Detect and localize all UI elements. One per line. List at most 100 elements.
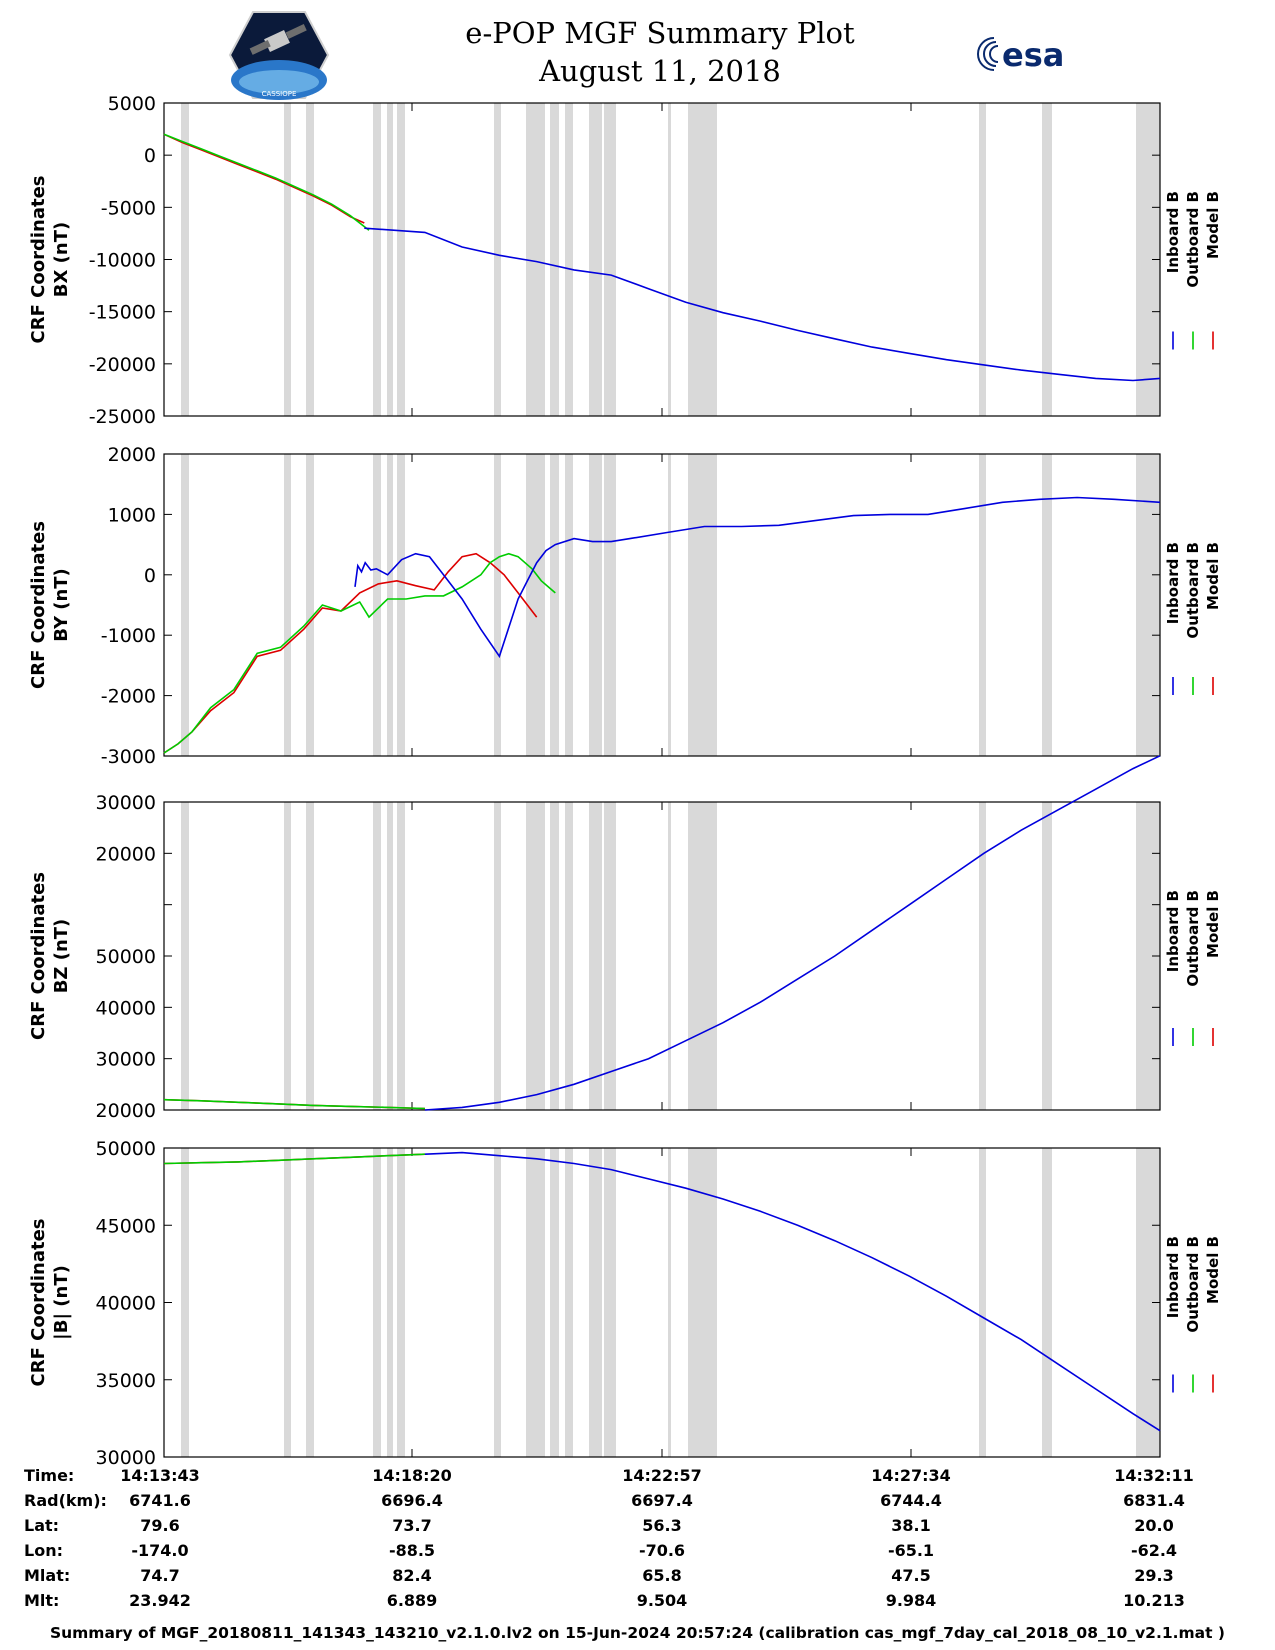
- legend-entry: Inboard B: [1164, 890, 1182, 972]
- data-gap-band: [181, 802, 189, 1110]
- data-gap-band: [373, 454, 381, 756]
- series-line-inboard-b: [364, 227, 1161, 382]
- series-line-inboard-b: [354, 496, 1161, 659]
- legend-entry: Inboard B: [1164, 1236, 1182, 1318]
- logo-right-text: esa: [1002, 36, 1064, 74]
- data-gap-band: [565, 1148, 573, 1457]
- data-gap-band: [589, 103, 602, 416]
- data-gap-band: [284, 103, 291, 416]
- legend-entry: Model B: [1204, 890, 1222, 958]
- data-gap-band: [565, 103, 573, 416]
- data-gap-band: [397, 1148, 405, 1457]
- data-gap-band: [526, 103, 545, 416]
- y-tick-label: 30000: [96, 1447, 156, 1469]
- logo-left-text: CASSIOPE: [262, 90, 297, 98]
- y-tick-label: 1000: [108, 504, 156, 526]
- series-line-outboard-b: [163, 1098, 425, 1110]
- data-gap-band: [979, 103, 986, 416]
- data-gap-band: [387, 1148, 393, 1457]
- legend-entry: Model B: [1204, 1236, 1222, 1304]
- data-gap-band: [306, 454, 314, 756]
- data-gap-band: [494, 103, 501, 416]
- data-gap-band: [979, 454, 986, 756]
- data-gap-band: [181, 103, 189, 416]
- series-line-outboard-b: [163, 552, 556, 754]
- legend-entry: Outboard B: [1184, 890, 1202, 987]
- data-gap-band: [668, 454, 671, 756]
- y-tick-label: 45000: [96, 1215, 156, 1237]
- data-gap-band: [284, 454, 291, 756]
- data-gap-band: [526, 802, 545, 1110]
- y-axis-label-line1: CRF Coordinates: [28, 872, 49, 1040]
- data-gap-band: [688, 454, 717, 756]
- y-tick-label: 0: [144, 145, 156, 167]
- y-axis-label-line2: BZ (nT): [51, 919, 72, 994]
- data-gap-band: [1042, 454, 1052, 756]
- data-gap-band: [526, 1148, 545, 1457]
- data-gap-band: [550, 802, 559, 1110]
- data-gap-band: [373, 802, 381, 1110]
- y-tick-label: 0: [144, 565, 156, 587]
- legend-entry: Outboard B: [1184, 191, 1202, 288]
- y-tick-label: -2000: [101, 686, 156, 708]
- y-tick-label: 35000: [96, 1370, 156, 1392]
- y-axis-label-line1: CRF Coordinates: [28, 521, 49, 689]
- y-tick-label: 30000: [96, 792, 156, 814]
- data-gap-band: [397, 103, 405, 416]
- legend-entry: Inboard B: [1164, 191, 1182, 273]
- data-gap-band: [387, 454, 393, 756]
- y-axis-label-line2: |B| (nT): [51, 1265, 72, 1340]
- data-gap-band: [284, 802, 291, 1110]
- data-gap-band: [688, 103, 717, 416]
- plot-title-block: e-POP MGF Summary Plot August 11, 2018: [400, 14, 920, 90]
- data-gap-band: [494, 1148, 501, 1457]
- data-gap-band: [604, 1148, 616, 1457]
- data-gap-band: [589, 1148, 602, 1457]
- cassiope-logo: CASSIOPE: [228, 11, 330, 100]
- data-gap-band: [373, 103, 381, 416]
- y-axis-label-line1: CRF Coordinates: [28, 176, 49, 344]
- y-tick-label: -5000: [101, 197, 156, 219]
- data-gap-band: [604, 802, 616, 1110]
- data-gap-band: [688, 802, 717, 1110]
- y-tick-label: -15000: [89, 302, 156, 324]
- series-line-inboard-b: [424, 1151, 1161, 1432]
- data-gap-band: [306, 103, 314, 416]
- plot-title: e-POP MGF Summary Plot: [465, 16, 855, 50]
- legend-entry: Outboard B: [1184, 1236, 1202, 1333]
- data-gap-band: [668, 802, 671, 1110]
- summary-footer: Summary of MGF_20180811_141343_143210_v2…: [49, 1624, 1226, 1642]
- y-tick-label: 50000: [96, 1138, 156, 1160]
- y-tick-label: 30000: [96, 1049, 156, 1071]
- data-gap-band: [181, 454, 189, 756]
- data-gap-band: [550, 454, 559, 756]
- data-gap-band: [306, 1148, 314, 1457]
- data-gap-band: [550, 103, 559, 416]
- y-tick-label: 20000: [96, 1100, 156, 1122]
- data-gap-band: [668, 103, 671, 416]
- data-gap-band: [387, 103, 393, 416]
- y-axis-label-line2: BY (nT): [51, 568, 72, 642]
- y-tick-label: 5000: [108, 93, 156, 115]
- data-gap-band: [284, 1148, 291, 1457]
- y-tick-label: 40000: [96, 1293, 156, 1315]
- y-tick-label: -20000: [89, 354, 156, 376]
- data-gap-band: [526, 454, 545, 756]
- data-gap-band: [1136, 454, 1160, 756]
- data-gap-band: [589, 454, 602, 756]
- data-gap-band: [550, 1148, 559, 1457]
- data-gap-band: [181, 1148, 189, 1457]
- legend-entry: Inboard B: [1164, 542, 1182, 624]
- legend-entry: Model B: [1204, 191, 1222, 259]
- data-gap-band: [565, 454, 573, 756]
- series-line-outboard-b: [163, 133, 370, 231]
- y-tick-label: -1000: [101, 625, 156, 647]
- data-gap-band: [1042, 1148, 1052, 1457]
- series-line-outboard-b: [163, 1153, 425, 1165]
- data-gap-band: [373, 1148, 381, 1457]
- data-gap-band: [494, 802, 501, 1110]
- y-tick-label: -10000: [89, 250, 156, 272]
- y-tick-label: 40000: [96, 997, 156, 1019]
- y-tick-label: 20000: [96, 843, 156, 865]
